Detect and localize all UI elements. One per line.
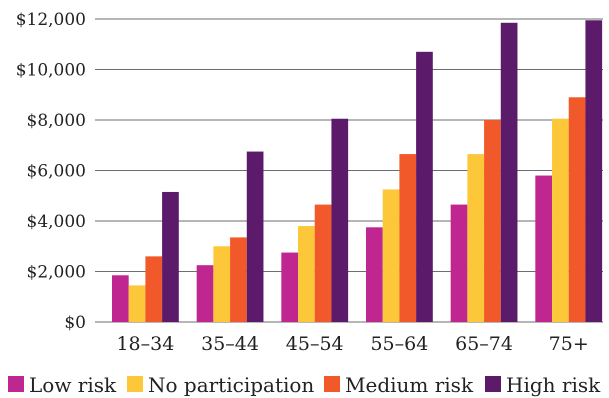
x-tick-label: 75+ bbox=[549, 333, 589, 355]
bar-low-risk bbox=[196, 265, 214, 322]
legend-swatch bbox=[8, 376, 24, 392]
x-axis-tick-labels: 18–34 35–44 45–54 55–64 65–74 75+ bbox=[116, 333, 588, 355]
legend-swatch bbox=[127, 376, 143, 392]
bar-medium-risk bbox=[145, 256, 163, 322]
bar-no-participation bbox=[213, 246, 231, 322]
bar-medium-risk bbox=[484, 120, 501, 322]
bar-high-risk bbox=[331, 118, 349, 322]
legend: Low risk No participation Medium risk High … bbox=[8, 373, 601, 397]
x-tick-label: 65–74 bbox=[455, 333, 513, 355]
y-tick-label: $10,000 bbox=[16, 61, 86, 81]
y-tick-label: $4,000 bbox=[27, 212, 86, 232]
bar-high-risk bbox=[416, 51, 433, 322]
bar-low-risk bbox=[450, 204, 468, 322]
bar-no-participation bbox=[298, 226, 315, 322]
y-tick-label: $12,000 bbox=[16, 10, 86, 30]
bar-high-risk bbox=[162, 191, 179, 322]
legend-label: High risk bbox=[506, 373, 601, 397]
bar-low-risk bbox=[281, 252, 299, 322]
y-tick-label: $8,000 bbox=[27, 111, 86, 131]
bar-medium-risk bbox=[568, 97, 586, 323]
y-tick-label: $6,000 bbox=[27, 162, 86, 182]
legend-label: Low risk bbox=[29, 373, 117, 397]
y-tick-label: $0 bbox=[64, 313, 86, 333]
bar-medium-risk bbox=[399, 154, 417, 322]
y-axis-tick-labels: $0 $2,000 $4,000 $6,000 $8,000 $10,000 $12,000 bbox=[16, 10, 86, 333]
bar-no-participation bbox=[467, 154, 485, 322]
bar-medium-risk bbox=[230, 237, 247, 322]
legend-label: No participation bbox=[148, 373, 314, 397]
bar-medium-risk bbox=[314, 204, 332, 322]
bar-high-risk bbox=[246, 151, 264, 322]
bar-no-participation bbox=[552, 118, 569, 322]
legend-swatch bbox=[485, 376, 501, 392]
bar-low-risk bbox=[535, 175, 553, 322]
bar-no-participation bbox=[128, 285, 146, 322]
gridlines bbox=[95, 18, 603, 323]
bar-high-risk bbox=[500, 22, 518, 322]
x-tick-label: 18–34 bbox=[116, 333, 174, 355]
bar-high-risk bbox=[585, 20, 603, 322]
bar-no-participation bbox=[382, 189, 400, 322]
x-tick-label: 35–44 bbox=[201, 333, 259, 355]
bar-low-risk bbox=[112, 275, 129, 322]
legend-label: Medium risk bbox=[345, 373, 474, 397]
x-tick-label: 55–64 bbox=[370, 333, 428, 355]
y-tick-label: $2,000 bbox=[27, 263, 86, 283]
x-tick-label: 45–54 bbox=[286, 333, 344, 355]
legend-swatch bbox=[324, 376, 340, 392]
bars bbox=[112, 20, 603, 323]
bar-low-risk bbox=[366, 227, 383, 322]
